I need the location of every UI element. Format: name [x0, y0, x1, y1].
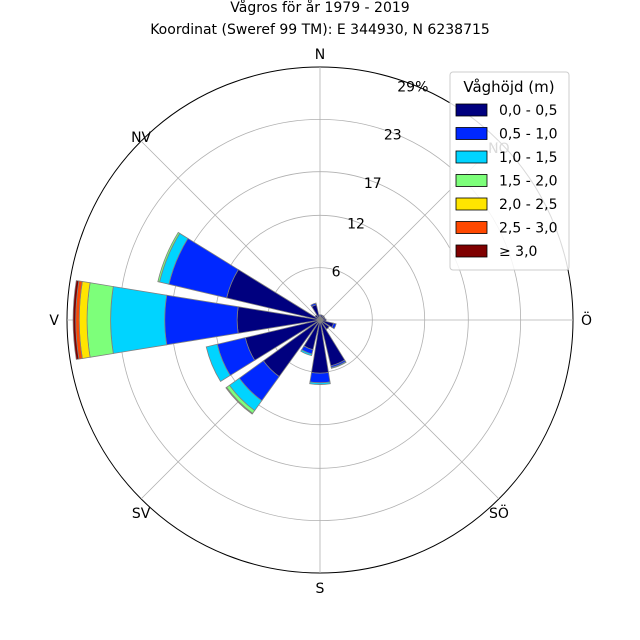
direction-label: V	[49, 313, 59, 329]
ring-label: 29%	[397, 79, 428, 95]
legend-swatch	[455, 103, 488, 117]
legend-item-label: 2,0 - 2,5	[499, 197, 557, 213]
legend-swatch	[455, 127, 488, 140]
legend-swatch	[455, 150, 488, 164]
legend: Våghöjd (m) 0,0 - 0,5 0,5 - 1,0 1,0 - 1,5 1…	[449, 71, 570, 271]
direction-label: S	[316, 581, 325, 597]
legend-item-label: 0,5 - 1,0	[499, 127, 557, 143]
legend-item-label: 1,0 - 1,5	[499, 150, 557, 166]
rose-bar-segment	[319, 319, 330, 330]
direction-label: N	[315, 47, 325, 63]
legend-swatch	[455, 197, 488, 211]
rose-bar-segment	[157, 231, 181, 283]
ring-label: 23	[384, 128, 402, 144]
legend-items: 0,0 - 0,5 0,5 - 1,0 1,0 - 1,5 1,5 - 2,0 2,0 …	[455, 103, 557, 260]
rose-bar-segment	[309, 381, 331, 385]
rose-bar-segment	[205, 343, 231, 382]
ring-label: 17	[364, 176, 382, 192]
chart-subtitle: Koordinat (Sweref 99 TM): E 344930, N 62…	[150, 22, 490, 38]
legend-swatch	[455, 221, 488, 234]
direction-label: SÖ	[489, 504, 509, 522]
legend-item-label: 2,5 - 3,0	[499, 221, 557, 237]
rose-bar-segment	[314, 314, 321, 321]
direction-label: SV	[132, 506, 151, 522]
legend-frame	[449, 71, 570, 271]
ring-label: 12	[347, 216, 365, 232]
direction-label: NV	[131, 130, 151, 146]
rose-bar-segment	[164, 294, 239, 346]
rose-bar-segment	[310, 302, 317, 308]
rose-bar-segment	[331, 322, 337, 330]
rose-bar-segment	[330, 361, 347, 369]
legend-item-label: ≥ 3,0	[499, 244, 537, 260]
rose-bar-segment	[300, 349, 313, 357]
legend-item-label: 0,0 - 0,5	[499, 103, 557, 119]
grid-spoke	[319, 319, 500, 500]
rose-sectors	[72, 231, 347, 415]
rose-bar-segment	[86, 282, 114, 358]
direction-label: Ö	[581, 311, 592, 329]
legend-swatch	[455, 174, 488, 187]
rose-bar-segment	[319, 318, 327, 322]
ring-label: 6	[332, 265, 341, 281]
legend-title: Våghöjd (m)	[463, 78, 554, 96]
rose-bar-segment	[110, 286, 168, 354]
rose-bar-segment	[72, 280, 80, 360]
legend-item-label: 1,5 - 2,0	[499, 174, 557, 190]
rose-bar-segment	[225, 386, 254, 415]
legend-swatch	[455, 244, 488, 258]
chart-title: Vågros för år 1979 - 2019	[230, 0, 409, 16]
grid-spoke	[140, 140, 321, 321]
rose-bar-segment	[309, 372, 331, 384]
